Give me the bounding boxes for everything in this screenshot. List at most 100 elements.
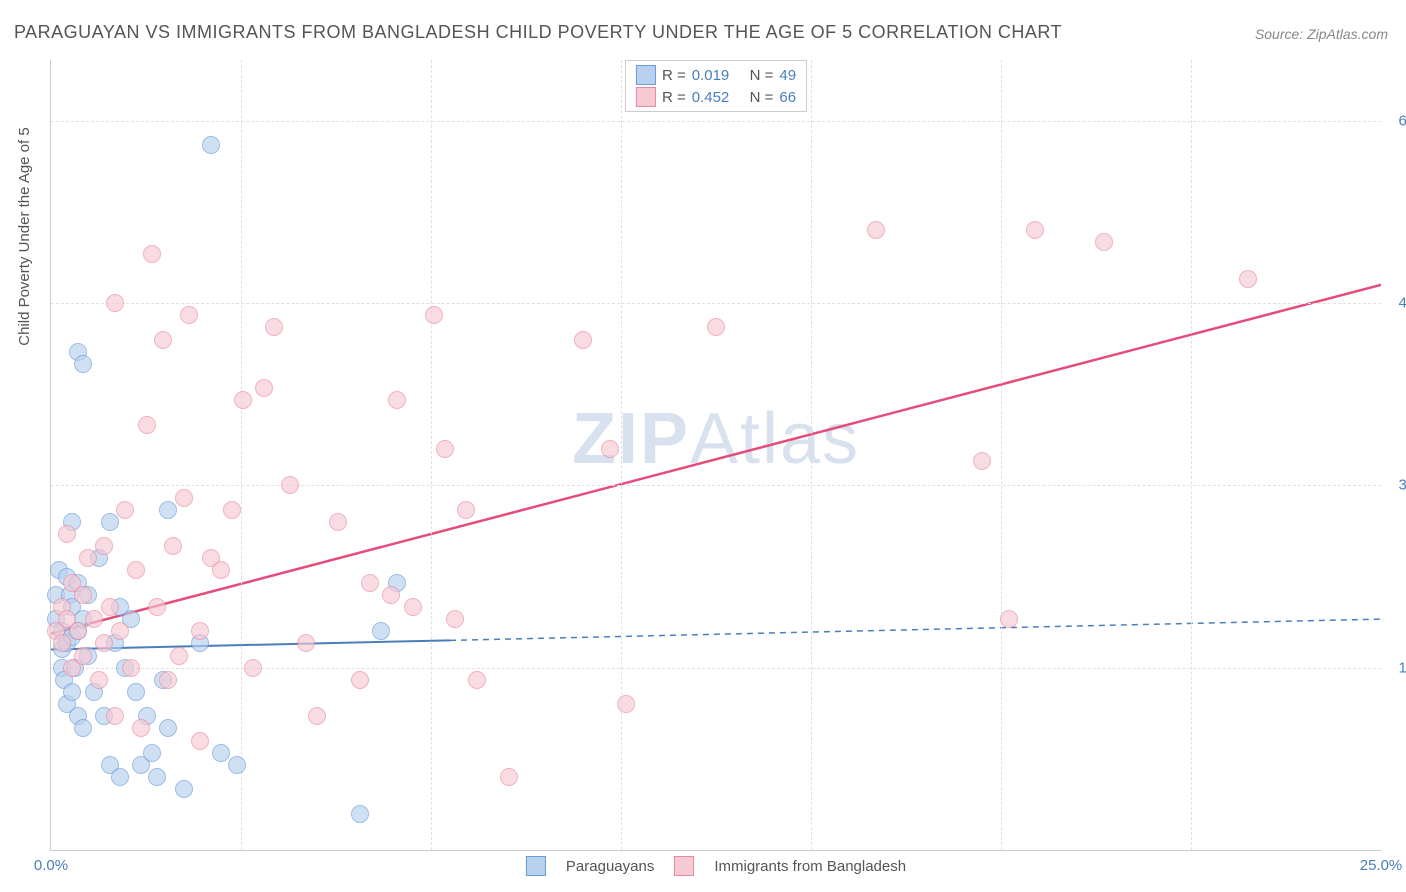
swatch-series-2 [636,87,656,107]
y-tick-label: 60.0% [1386,112,1406,129]
scatter-point [175,780,193,798]
scatter-point [457,501,475,519]
legend-swatch-1 [526,856,546,876]
scatter-point [281,476,299,494]
scatter-point [308,707,326,725]
scatter-point [617,695,635,713]
scatter-point [707,318,725,336]
scatter-point [74,647,92,665]
scatter-point [101,598,119,616]
scatter-point [867,221,885,239]
gridline-v [811,60,812,850]
y-tick-label: 45.0% [1386,295,1406,312]
scatter-point [244,659,262,677]
scatter-point [148,598,166,616]
x-tick-label: 25.0% [1360,857,1403,874]
n-label-2: N = [750,89,774,106]
legend-label-1: Paraguayans [566,858,654,875]
stats-row-1: R = 0.019 N = 49 [636,65,796,85]
y-tick-label: 15.0% [1386,659,1406,676]
scatter-point [85,610,103,628]
scatter-point [436,440,454,458]
scatter-point [122,659,140,677]
scatter-point [500,768,518,786]
scatter-point [143,245,161,263]
scatter-point [154,331,172,349]
gridline-v [1191,60,1192,850]
scatter-point [1239,270,1257,288]
scatter-point [191,622,209,640]
gridline-h [51,303,1381,304]
scatter-point [148,768,166,786]
scatter-point [297,634,315,652]
plot-area: ZIPAtlas R = 0.019 N = 49 R = 0.452 N = … [50,60,1381,851]
scatter-point [202,136,220,154]
r-label-2: R = [662,89,686,106]
scatter-point [574,331,592,349]
scatter-point [69,622,87,640]
scatter-point [74,719,92,737]
scatter-point [79,549,97,567]
gridline-v [1001,60,1002,850]
scatter-point [95,537,113,555]
scatter-point [138,416,156,434]
scatter-point [159,671,177,689]
gridline-v [241,60,242,850]
scatter-point [74,355,92,373]
r-value-1: 0.019 [692,67,730,84]
scatter-point [53,634,71,652]
n-label-1: N = [750,67,774,84]
scatter-point [143,744,161,762]
scatter-point [1000,610,1018,628]
n-value-2: 66 [779,89,796,106]
scatter-point [132,719,150,737]
scatter-point [191,732,209,750]
scatter-point [212,561,230,579]
scatter-point [351,805,369,823]
r-value-2: 0.452 [692,89,730,106]
y-tick-label: 30.0% [1386,477,1406,494]
trend-lines-svg [51,60,1381,850]
scatter-point [372,622,390,640]
n-value-1: 49 [779,67,796,84]
chart-title: PARAGUAYAN VS IMMIGRANTS FROM BANGLADESH… [14,22,1062,43]
r-label-1: R = [662,67,686,84]
scatter-point [63,683,81,701]
scatter-point [468,671,486,689]
series-legend: Paraguayans Immigrants from Bangladesh [526,856,906,876]
swatch-series-1 [636,65,656,85]
scatter-point [265,318,283,336]
scatter-point [425,306,443,324]
watermark: ZIPAtlas [572,398,860,480]
scatter-point [159,719,177,737]
scatter-point [106,707,124,725]
scatter-point [58,525,76,543]
scatter-point [95,634,113,652]
gridline-v [621,60,622,850]
scatter-point [111,768,129,786]
scatter-point [223,501,241,519]
watermark-zip: ZIP [572,399,690,479]
scatter-point [164,537,182,555]
stats-legend: R = 0.019 N = 49 R = 0.452 N = 66 [625,60,807,112]
scatter-point [361,574,379,592]
scatter-point [74,586,92,604]
scatter-point [127,683,145,701]
scatter-point [159,501,177,519]
scatter-point [170,647,188,665]
scatter-point [973,452,991,470]
stats-row-2: R = 0.452 N = 66 [636,87,796,107]
scatter-point [404,598,422,616]
scatter-point [106,294,124,312]
scatter-point [446,610,464,628]
scatter-point [116,501,134,519]
scatter-point [1095,233,1113,251]
legend-label-2: Immigrants from Bangladesh [714,858,906,875]
scatter-point [234,391,252,409]
gridline-h [51,121,1381,122]
scatter-point [351,671,369,689]
scatter-point [255,379,273,397]
scatter-point [175,489,193,507]
scatter-point [111,622,129,640]
gridline-v [431,60,432,850]
